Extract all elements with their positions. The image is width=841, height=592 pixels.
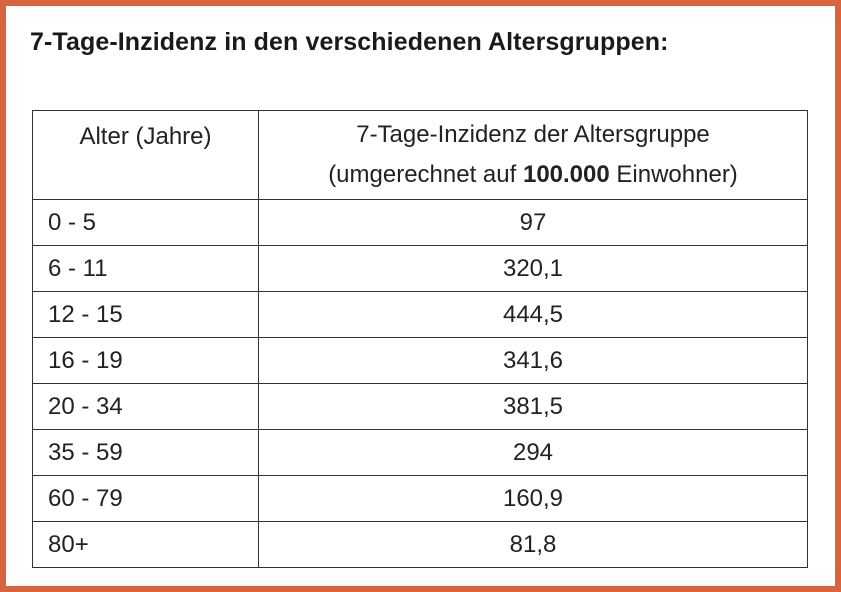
table-row: 80+ 81,8: [32, 521, 808, 568]
title: 7-Tage-Inzidenz in den verschiedenen Alt…: [30, 28, 669, 56]
header-incidence: 7-Tage-Inzidenz der Altersgruppe (umgere…: [258, 110, 808, 200]
header-line: (umgerechnet auf 100.000 Einwohner): [259, 155, 807, 195]
age-cell: 6 - 11: [32, 245, 259, 292]
age-cell: 60 - 79: [32, 475, 259, 522]
table-row: 20 - 34 381,5: [32, 383, 808, 430]
incidence-cell: 341,6: [258, 337, 808, 384]
incidence-table: Alter (Jahre) 7-Tage-Inzidenz der Alters…: [32, 110, 808, 568]
header-age: Alter (Jahre): [32, 110, 259, 200]
incidence-cell: 381,5: [258, 383, 808, 430]
age-cell: 80+: [32, 521, 259, 568]
header-row: Alter (Jahre) 7-Tage-Inzidenz der Alters…: [32, 110, 808, 200]
table-row: 35 - 59 294: [32, 429, 808, 476]
incidence-cell: 294: [258, 429, 808, 476]
table-row: 0 - 5 97: [32, 199, 808, 246]
incidence-cell: 320,1: [258, 245, 808, 292]
table-row: 12 - 15 444,5: [32, 291, 808, 338]
incidence-cell: 444,5: [258, 291, 808, 338]
age-cell: 0 - 5: [32, 199, 259, 246]
age-cell: 20 - 34: [32, 383, 259, 430]
header-line: 7-Tage-Inzidenz der Altersgruppe: [356, 121, 710, 148]
header-number: 100.000: [522, 161, 610, 188]
incidence-cell: 81,8: [258, 521, 808, 568]
table-row: 16 - 19 341,6: [32, 337, 808, 384]
age-cell: 12 - 15: [32, 291, 259, 338]
incidence-cell: 97: [258, 199, 808, 246]
age-cell: 16 - 19: [32, 337, 259, 384]
table-row: 6 - 11 320,1: [32, 245, 808, 292]
age-cell: 35 - 59: [32, 429, 259, 476]
table-row: 60 - 79 160,9: [32, 475, 808, 522]
header-text: Einwohner): [616, 161, 738, 188]
table-body: 0 - 5 97 6 - 11 320,1 12 - 15 444,5 16 - 19 341…: [32, 199, 808, 568]
header-text: (umgerechnet auf: [328, 161, 517, 188]
incidence-cell: 160,9: [258, 475, 808, 522]
